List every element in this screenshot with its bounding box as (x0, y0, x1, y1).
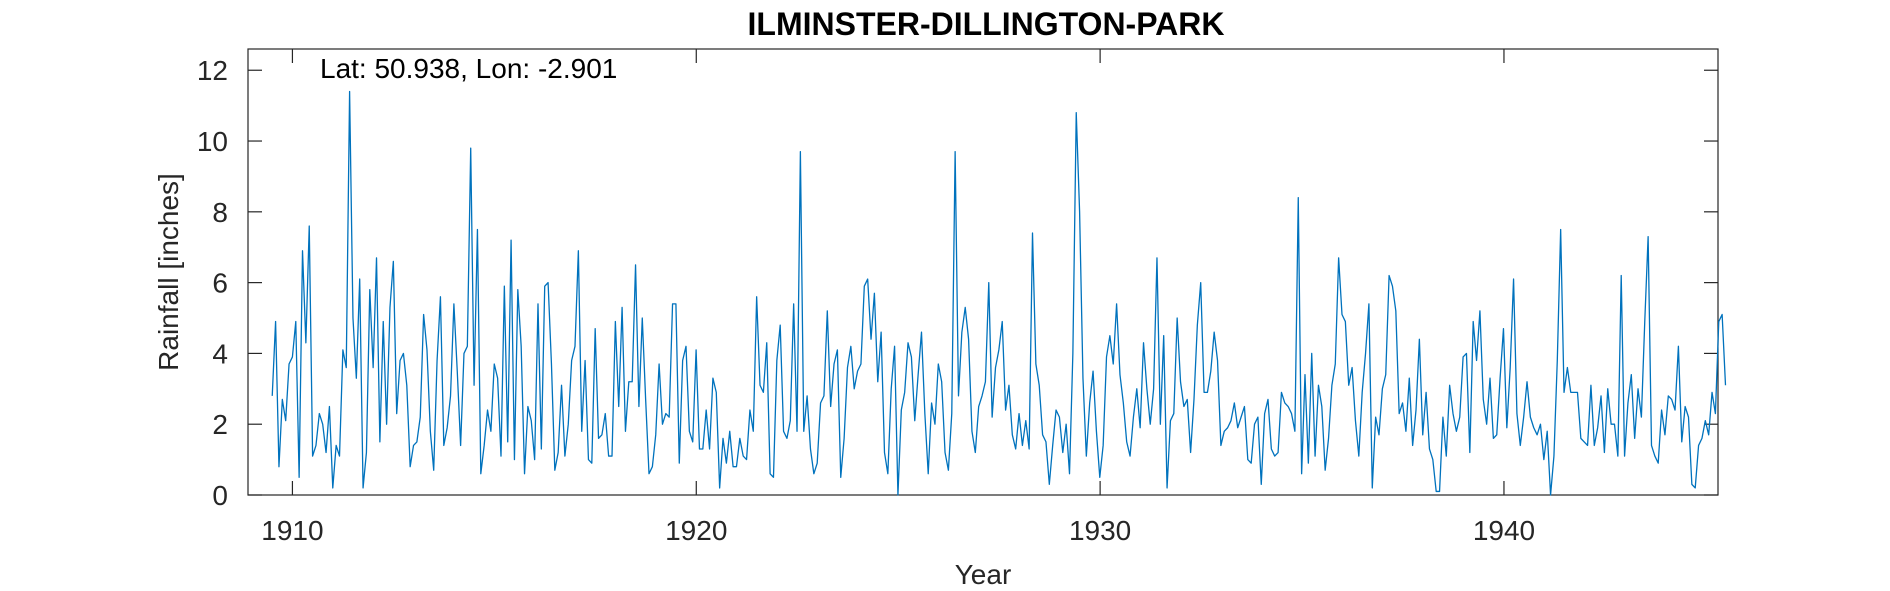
x-tick-label: 1920 (665, 515, 727, 546)
rainfall-series-line (271, 90, 1727, 496)
y-tick-label: 4 (212, 338, 228, 369)
y-axis-label: Rainfall [inches] (153, 173, 184, 371)
location-annotation: Lat: 50.938, Lon: -2.901 (320, 53, 617, 84)
plot-frame (247, 48, 1719, 496)
y-tick-label: 12 (197, 55, 228, 86)
y-tick-label: 8 (212, 197, 228, 228)
y-tick-label: 6 (212, 268, 228, 299)
axis-tick-labels: 0 2 4 6 8 10 12 1910 1920 1930 1940 (197, 55, 1535, 546)
x-tick-label: 1910 (261, 515, 323, 546)
x-tick-label: 1930 (1069, 515, 1131, 546)
y-tick-label: 2 (212, 409, 228, 440)
y-tick-label: 10 (197, 126, 228, 157)
y-tick-label: 0 (212, 480, 228, 511)
x-axis-label: Year (955, 559, 1012, 590)
x-tick-label: 1940 (1473, 515, 1535, 546)
chart-title: ILMINSTER-DILLINGTON-PARK (748, 6, 1225, 42)
